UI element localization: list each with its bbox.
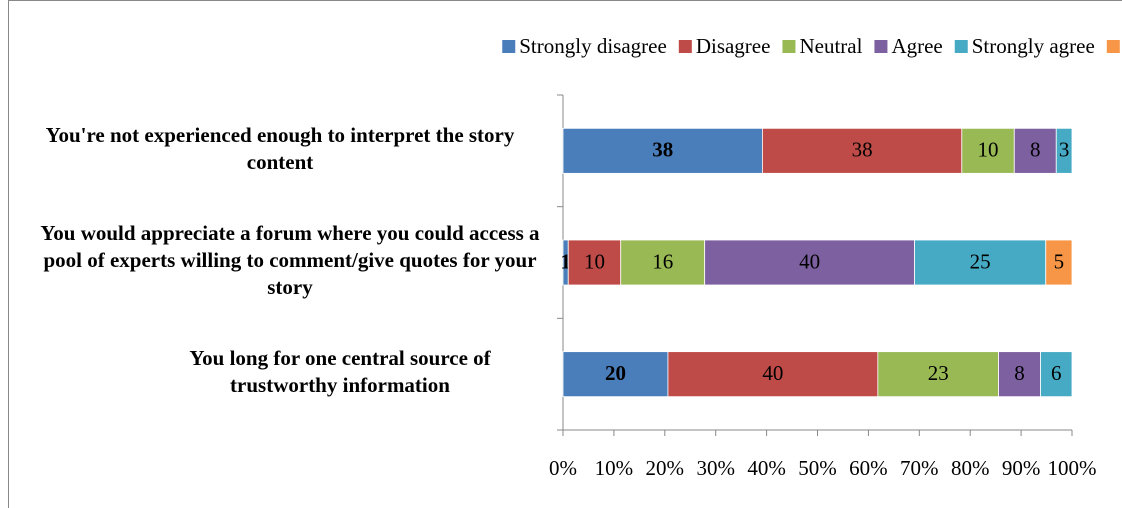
x-tick-label: 0% (549, 456, 577, 480)
legend-label: Strongly agree (972, 34, 1095, 58)
bar-segment (1013, 127, 1057, 174)
bar-segment (762, 127, 963, 174)
bar-segment (567, 239, 622, 286)
data-label: 38 (852, 138, 873, 162)
bar-segment (961, 127, 1015, 174)
category-label: You're not experienced enough to interpr… (45, 122, 515, 174)
x-tick-label: 50% (798, 456, 837, 480)
category-label: You would appreciate a forum where you c… (40, 221, 540, 299)
data-label: 8 (1030, 138, 1041, 162)
bar-segment (1045, 239, 1073, 286)
bar-segment (1040, 351, 1073, 398)
data-label: 3 (1059, 138, 1070, 162)
data-label: 40 (762, 361, 783, 385)
x-tick-label: 20% (646, 456, 685, 480)
data-label: 38 (652, 138, 673, 162)
legend-swatch (874, 40, 888, 53)
legend-swatch (678, 40, 692, 53)
chart-border (8, 0, 1122, 508)
bar-segment (562, 351, 669, 398)
legend-label: Disagree (696, 34, 771, 58)
bar-segment (562, 127, 763, 174)
x-tick-label: 40% (747, 456, 786, 480)
legend-swatch (502, 40, 516, 53)
legend-label: Strongly disagree (519, 34, 667, 58)
x-tick-label: 60% (849, 456, 888, 480)
data-label: 20 (605, 361, 626, 385)
bar-segment (998, 351, 1041, 398)
x-tick-label: 80% (951, 456, 990, 480)
x-tick-label: 30% (696, 456, 735, 480)
x-tick-label: 90% (1002, 456, 1041, 480)
data-label: 10 (584, 249, 605, 273)
x-tick-label: 100% (1048, 456, 1097, 480)
legend-swatch (954, 40, 968, 53)
bar-segment (667, 351, 879, 398)
bar-segment (914, 239, 1047, 286)
data-label: 25 (970, 249, 991, 273)
x-tick-label: 70% (900, 456, 939, 480)
x-tick-label: 10% (595, 456, 634, 480)
data-label: 8 (1014, 361, 1025, 385)
data-label: 10 (978, 138, 999, 162)
data-label: 1 (560, 249, 571, 273)
bar-segment (1055, 127, 1073, 174)
data-label: 23 (928, 361, 949, 385)
legend-swatch (782, 40, 796, 53)
bar-segment (620, 239, 706, 286)
legend-label: Neutral (799, 34, 862, 58)
legend-swatch (1106, 40, 1120, 53)
data-label: 5 (1054, 249, 1065, 273)
data-label: 6 (1051, 361, 1062, 385)
legend-label: Agree (891, 34, 942, 58)
data-label: 40 (799, 249, 820, 273)
data-label: 16 (652, 249, 673, 273)
category-label: You long for one central source of trust… (189, 346, 491, 398)
